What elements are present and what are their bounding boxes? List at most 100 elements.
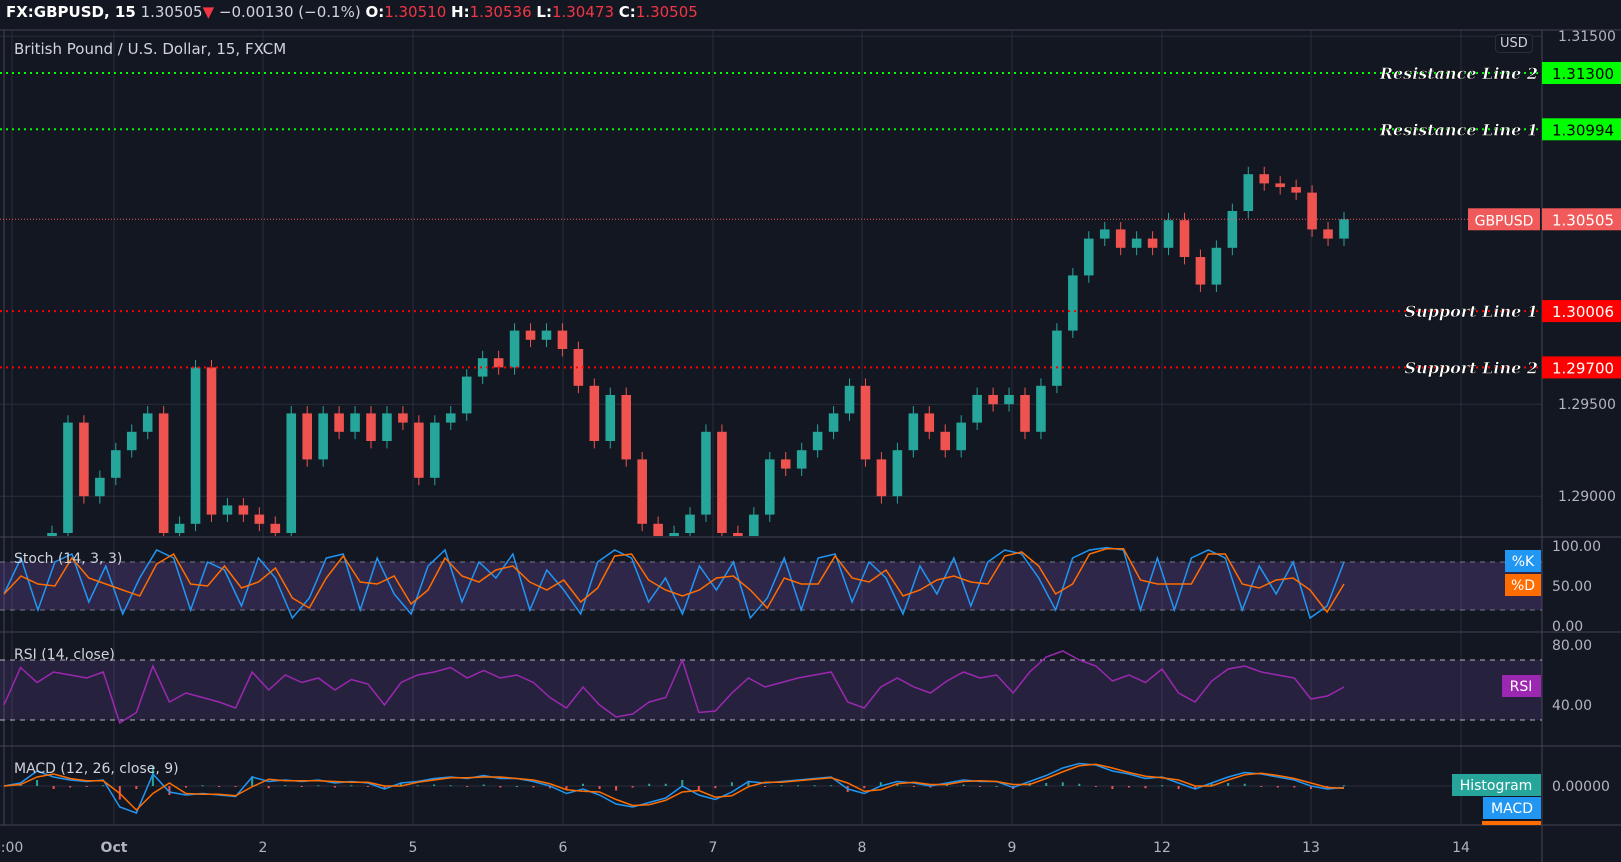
macd-histogram-bar [1127, 786, 1130, 788]
histogram-badge [1452, 774, 1541, 796]
macd-histogram-bar [383, 786, 386, 789]
candle-body [461, 376, 472, 414]
stoch-tick-label: 50.00 [1552, 579, 1592, 595]
candle-body [1307, 192, 1317, 230]
currency-button[interactable]: USD [1495, 34, 1533, 53]
candle-body [573, 349, 584, 386]
candle-body [621, 395, 632, 460]
candle-body [1243, 174, 1254, 211]
low-label: L: [536, 3, 552, 21]
last-price: 1.30505 [140, 3, 203, 21]
macd-title[interactable]: MACD (12, 26, close, 9) [14, 761, 179, 777]
candle-body [95, 477, 105, 497]
candle-body [1291, 187, 1301, 193]
macd-histogram-bar [1293, 786, 1296, 788]
macd-histogram-bar [466, 786, 469, 787]
candle-body [749, 514, 759, 536]
macd-histogram-bar [400, 783, 403, 786]
macd-histogram-bar [615, 786, 618, 791]
close-label: C: [618, 3, 636, 21]
macd-histogram-bar [284, 785, 287, 787]
candle-body [79, 422, 89, 497]
candle-body [509, 330, 520, 368]
macd-histogram-bar [631, 786, 634, 788]
last-price-label: 1.30505 [1552, 211, 1614, 229]
macd-histogram-bar [763, 786, 766, 787]
candle-body [1052, 330, 1062, 386]
candle-body [717, 431, 727, 533]
macd-histogram-bar [830, 785, 833, 787]
macd-line [3, 762, 1345, 814]
macd-histogram-bar [1243, 783, 1246, 786]
candle-body [988, 395, 998, 405]
macd-histogram-bar [1144, 786, 1147, 789]
candle-body [733, 533, 743, 536]
histogram-label: Histogram [1460, 778, 1533, 794]
price-tick-label: 1.29500 [1558, 397, 1616, 413]
macd-histogram-bar [863, 786, 866, 789]
candle-body [637, 459, 647, 524]
stoch-d-label: %D [1511, 578, 1535, 594]
rsi-tick-label: 40.00 [1552, 698, 1592, 714]
symbol-name[interactable]: FX:GBPUSD, 15 [6, 3, 136, 21]
candle-body [1020, 395, 1030, 432]
candle-body [254, 514, 265, 524]
macd-histogram-bar [317, 785, 320, 787]
price-label-box [1542, 300, 1621, 323]
candle-body [844, 385, 855, 414]
time-tick-label: 9 [1008, 840, 1017, 856]
chart-title: British Pound / U.S. Dollar, 15, FXCM [14, 40, 287, 58]
last-price-box [1542, 208, 1621, 231]
price-label-box [1542, 62, 1621, 84]
macd-histogram-bar [333, 786, 336, 788]
candle-body [445, 413, 456, 423]
macd-histogram-bar [416, 785, 419, 787]
macd-badge [1483, 797, 1541, 819]
candle-body [63, 422, 73, 533]
candle-body [493, 358, 504, 368]
macd-histogram-bar [813, 785, 816, 787]
candle-body [860, 385, 871, 460]
candle-body [1179, 220, 1190, 257]
candle-body [1339, 219, 1349, 239]
candle-body [190, 367, 201, 524]
macd-label: MACD [1491, 801, 1533, 817]
macd-histogram-bar [797, 785, 800, 787]
candle-body [1227, 211, 1238, 248]
stoch-title[interactable]: Stoch (14, 3, 3) [14, 551, 123, 567]
macd-histogram-bar [184, 786, 187, 788]
line-label: Resistance Line 1 [1379, 120, 1538, 139]
candle-body [1115, 229, 1126, 248]
candle-body [541, 330, 552, 340]
macd-histogram-bar [896, 783, 899, 786]
macd-histogram-bar [300, 786, 303, 787]
macd-histogram-bar [499, 786, 502, 788]
macd-histogram-bar [979, 786, 982, 787]
rsi-title[interactable]: RSI (14, close) [14, 647, 115, 663]
stoch-d-badge [1505, 574, 1541, 596]
macd-histogram-bar [962, 784, 965, 786]
macd-histogram-bar [912, 786, 915, 787]
macd-histogram-bar [433, 784, 436, 786]
macd-histogram-bar [532, 786, 535, 788]
candle-body [1211, 247, 1222, 285]
candle-body [908, 413, 919, 451]
macd-histogram-bar [1309, 786, 1312, 789]
stoch-d-line [3, 548, 1345, 614]
time-tick-label: 6 [559, 840, 568, 856]
time-tick-label: :00 [1, 840, 24, 856]
down-arrow-icon: ▼ [202, 3, 215, 21]
candle-body [126, 431, 137, 451]
rsi-line [3, 650, 1345, 725]
line-label: Support Line 1 [1405, 302, 1538, 321]
macd-histogram-bar [780, 785, 783, 787]
macd-histogram-bar [36, 780, 39, 786]
candle-body [47, 533, 57, 536]
rsi-tick-label: 80.00 [1552, 638, 1592, 654]
macd-histogram-bar [681, 780, 684, 786]
macd-histogram-bar [151, 766, 154, 786]
macd-histogram-bar [168, 786, 171, 795]
candle-body [1163, 220, 1174, 248]
time-tick-label: 5 [409, 840, 418, 856]
